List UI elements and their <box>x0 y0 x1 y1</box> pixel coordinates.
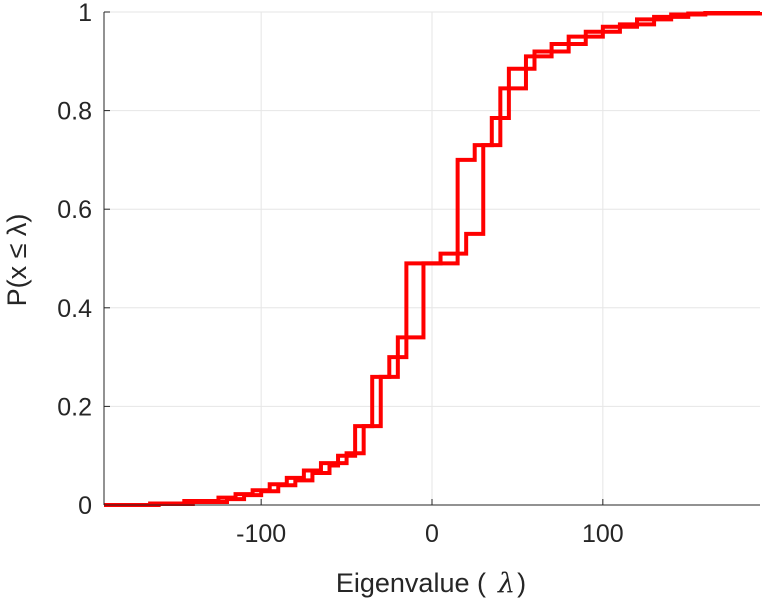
y-tick-label-2: 0.4 <box>57 295 92 323</box>
y-tick-label-3: 0.6 <box>57 196 92 224</box>
y-tick-label-4: 0.8 <box>57 98 92 126</box>
series-group <box>104 10 762 507</box>
y-tick-label-1: 0.2 <box>57 393 92 421</box>
x-axis-label-symbol: λ <box>497 568 515 599</box>
y-tick-label-0: 0 <box>78 492 92 520</box>
tick-labels: -100 0 100 0 0.2 0.4 0.6 0.8 1 <box>57 0 623 548</box>
x-tick-label-0: -100 <box>236 520 286 548</box>
y-axis-label: P(x ≤ λ) <box>2 214 32 307</box>
x-tick-label-2: 100 <box>582 520 624 548</box>
x-axis-label: Eigenvalue (λ) <box>336 568 526 599</box>
x-tick-label-1: 0 <box>425 520 439 548</box>
axes <box>103 11 760 506</box>
y-tick-label-5: 1 <box>78 0 92 27</box>
series-line-cdf-b <box>104 11 762 507</box>
